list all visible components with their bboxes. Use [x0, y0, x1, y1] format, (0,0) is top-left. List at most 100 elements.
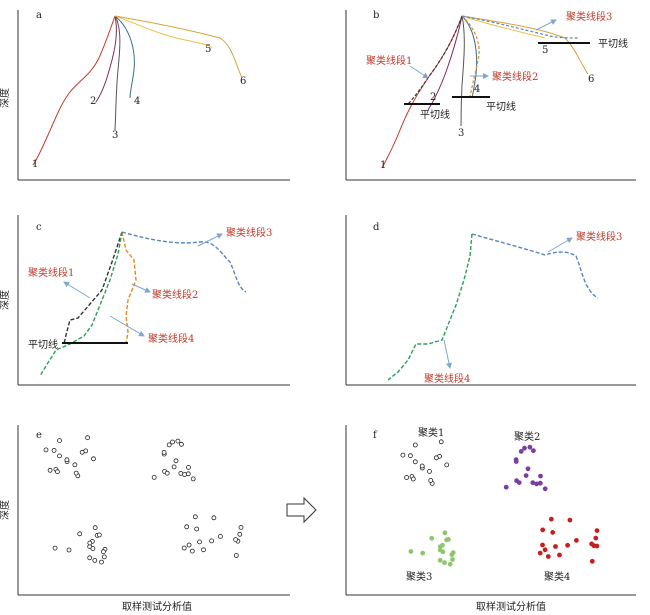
point-e: [171, 464, 177, 470]
panel-c-ylabel: 深度: [0, 290, 11, 310]
curve-b-2: [427, 15, 463, 111]
point-cluster-1: [428, 478, 434, 483]
segment-label-c-4: 聚类线段4: [148, 332, 194, 345]
cluster-label-3: 聚类3: [406, 570, 432, 583]
point-e: [178, 441, 184, 447]
point-cluster-4: [550, 530, 556, 535]
arrow-d-3: [547, 237, 573, 253]
point-e: [64, 457, 70, 463]
curve-label-1: 1: [32, 159, 38, 170]
point-cluster-4: [545, 554, 551, 559]
point-e: [192, 514, 198, 520]
curve-2: [95, 15, 117, 103]
arrow-b-1: [409, 65, 429, 79]
point-e: [73, 470, 79, 476]
arrow-b-3: [535, 19, 557, 31]
point-cluster-2: [542, 486, 548, 492]
point-cluster-4: [565, 542, 570, 548]
point-cluster-4: [589, 541, 594, 547]
curve-1: [32, 15, 116, 166]
curve-label-5: 5: [205, 44, 211, 55]
point-e: [184, 524, 190, 530]
segment-label-d-3: 聚类线段3: [576, 230, 622, 243]
segment-label-c-3: 聚类线段3: [226, 226, 272, 239]
curve-5: [114, 15, 213, 49]
segment-d-4: [387, 233, 473, 381]
curve-label-2: 2: [90, 96, 96, 107]
segment-d-3: [471, 233, 599, 299]
point-e: [79, 449, 85, 455]
segment-label-d-4: 聚类线段4: [424, 372, 470, 385]
point-cluster-3: [408, 549, 414, 554]
cluster-label-1: 聚类1: [418, 426, 444, 439]
point-cluster-2: [530, 480, 536, 486]
panel-a: 深度 a 1 2 3 4 5 6: [0, 10, 290, 181]
point-cluster-4: [594, 528, 600, 533]
point-e: [57, 438, 62, 444]
point-cluster-1: [400, 452, 406, 458]
point-e: [47, 467, 53, 473]
point-cluster-2: [523, 473, 529, 479]
tangent-label-b-3: 平切线: [598, 37, 628, 50]
point-e: [182, 472, 188, 477]
point-e: [101, 549, 106, 555]
curve-4: [114, 15, 135, 99]
curve-label-b-4: 4: [474, 84, 480, 95]
point-e: [164, 470, 170, 476]
point-cluster-3: [429, 535, 435, 541]
point-cluster-3: [437, 544, 443, 550]
point-e: [77, 531, 83, 537]
point-cluster-3: [449, 552, 455, 558]
point-e: [85, 435, 90, 441]
point-cluster-1: [410, 476, 416, 482]
point-e: [209, 538, 215, 544]
point-cluster-4: [574, 538, 579, 543]
cluster-label-2: 聚类2: [514, 430, 540, 443]
panel-c-letter: c: [36, 222, 42, 233]
point-e: [52, 545, 58, 551]
point-e: [175, 438, 181, 444]
point-cluster-3: [420, 550, 426, 556]
curve-b-6: [461, 15, 589, 75]
point-e: [92, 558, 98, 563]
point-e: [99, 559, 104, 565]
panel-d-letter: d: [373, 222, 380, 233]
point-cluster-1: [427, 468, 432, 474]
point-e: [237, 531, 243, 537]
point-cluster-1: [412, 442, 418, 448]
point-cluster-4: [594, 543, 600, 549]
panel-c: 深度 c 聚类线段1 聚类线段2 聚类线段3 聚类线段4 平切线: [0, 215, 290, 386]
curve-label-b-1: 1: [380, 160, 386, 171]
panel-e: 深度 e 取样测试分析值: [0, 425, 290, 613]
panel-d: d 聚类线段3 聚类线段4: [345, 215, 636, 386]
point-e: [87, 555, 93, 561]
point-e: [186, 464, 191, 470]
arrow-c-4: [109, 315, 145, 337]
point-e: [173, 458, 179, 464]
point-e: [185, 471, 191, 477]
curve-6: [114, 15, 243, 79]
point-cluster-2: [534, 481, 539, 487]
curve-label-b-2: 2: [430, 92, 436, 103]
point-e: [92, 525, 98, 531]
segment-b-2: [461, 15, 480, 98]
curve-b-1: [381, 15, 463, 169]
segment-c-4: [39, 231, 123, 377]
point-e: [96, 532, 102, 538]
curve-label-3: 3: [112, 130, 118, 141]
point-e: [151, 474, 157, 480]
point-cluster-4: [537, 550, 543, 556]
segment-label-c-1: 聚类线段1: [28, 266, 74, 279]
point-cluster-1: [438, 439, 444, 445]
segment-c-2: [121, 231, 137, 345]
point-e: [90, 546, 96, 551]
point-cluster-4: [553, 544, 558, 549]
point-cluster-1: [433, 455, 439, 461]
point-e: [66, 547, 72, 553]
point-e: [57, 453, 62, 459]
segment-label-b-3: 聚类线段3: [566, 10, 612, 23]
point-cluster-4: [540, 542, 545, 548]
curve-label-b-6: 6: [588, 74, 594, 85]
panel-f-letter: f: [373, 430, 378, 441]
curve-b-5: [461, 15, 546, 39]
